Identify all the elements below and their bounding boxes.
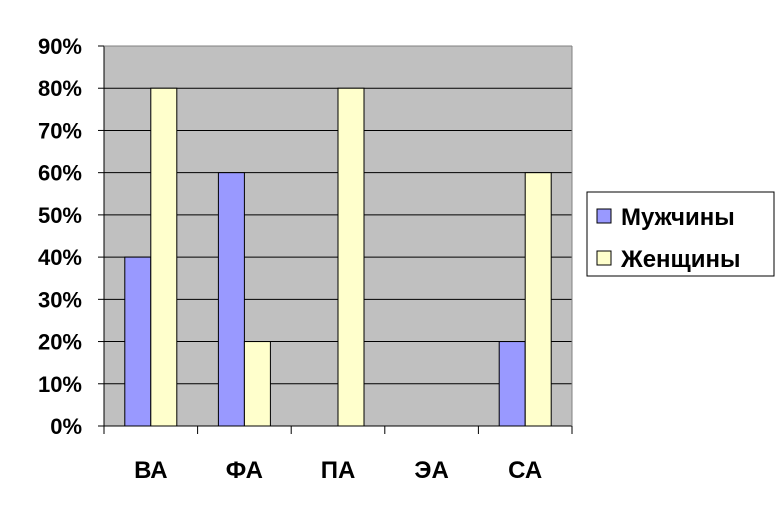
y-tick-label: 20% <box>38 330 82 355</box>
x-tick-label: СА <box>508 457 542 484</box>
x-tick-label: ФА <box>226 457 263 484</box>
x-tick-label: ЭА <box>414 457 448 484</box>
bar-women-4 <box>524 172 552 427</box>
bars <box>124 87 552 427</box>
bar-women-1 <box>243 341 271 427</box>
bar-women-0 <box>150 87 178 427</box>
y-tick-labels: 0% 10% 20% 30% 40% 50% 60% 70% 80% 90% <box>38 34 82 439</box>
y-tick-label: 50% <box>38 203 82 228</box>
y-tick-label: 10% <box>38 372 82 397</box>
axes <box>98 45 573 434</box>
bar-men-0 <box>124 256 152 427</box>
y-tick-label: 80% <box>38 76 82 101</box>
legend-swatch-men <box>596 208 612 224</box>
legend-box <box>586 191 775 277</box>
x-tick-label: ПА <box>321 457 356 484</box>
legend-label-women: Женщины <box>620 246 741 273</box>
legend-label-men: Мужчины <box>621 204 735 231</box>
y-tick-label: 0% <box>50 414 82 439</box>
legend-swatch-women <box>596 250 612 266</box>
y-tick-label: 30% <box>38 287 82 312</box>
x-tick-labels: ВА ФА ПА ЭА СА <box>134 457 542 484</box>
x-tick-label: ВА <box>134 457 167 484</box>
y-tick-label: 40% <box>38 245 82 270</box>
bar-women-2 <box>337 87 365 427</box>
y-tick-label: 60% <box>38 161 82 186</box>
legend: Мужчины Женщины <box>586 191 775 277</box>
y-tick-label: 90% <box>38 34 82 59</box>
y-tick-label: 70% <box>38 118 82 143</box>
bar-men-1 <box>217 172 245 427</box>
bar-men-4 <box>498 341 526 427</box>
